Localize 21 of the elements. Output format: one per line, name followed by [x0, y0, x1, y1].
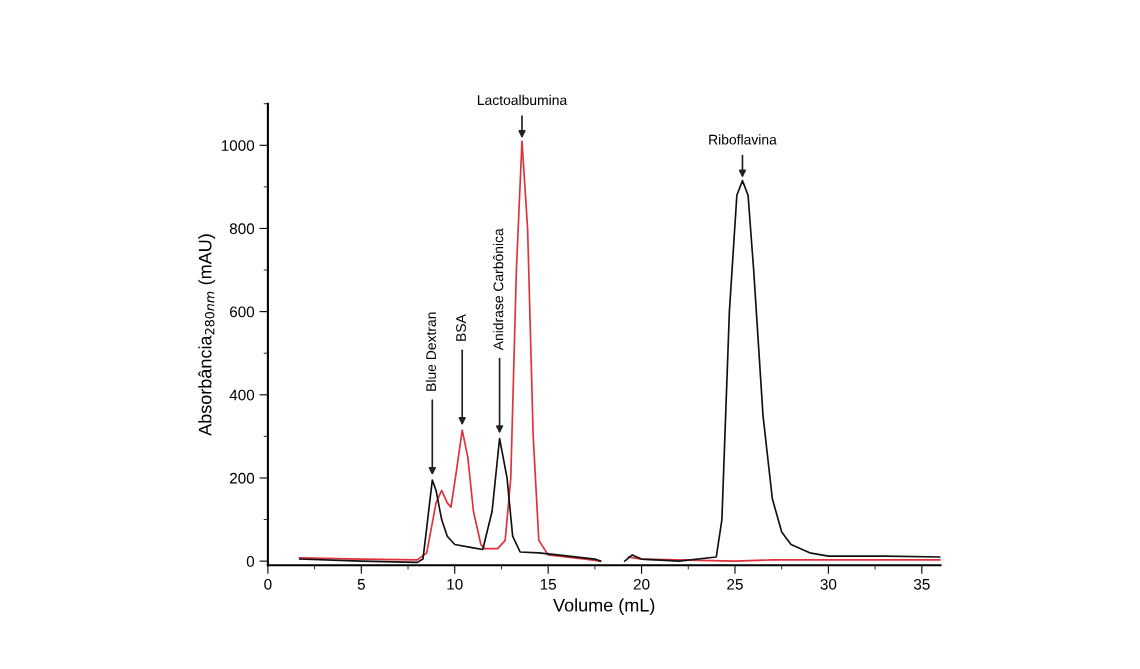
y-tick-label: 600	[229, 306, 255, 318]
y-tick-label: 400	[229, 389, 255, 401]
annotation: Anidrase Carbônica	[493, 228, 504, 351]
x-tick-label: 30	[820, 578, 837, 590]
y-tick-label: 800	[229, 223, 255, 235]
y-tick-label: 0	[246, 556, 255, 567]
x-tick-label: 35	[913, 578, 930, 590]
x-tick-label: 0	[264, 578, 272, 590]
annotation: Blue Dextran	[425, 312, 437, 391]
x-tick-label: 15	[540, 579, 557, 590]
y-tick-label: 200	[229, 472, 255, 484]
annotation: Riboflavina	[709, 134, 777, 145]
x-axis-title: Volume (mL)	[553, 598, 655, 616]
x-tick-label: 5	[357, 579, 365, 590]
annotation: Lactoalbumina	[477, 94, 568, 106]
y-axis-title: Absorbância$_{280nm}$ (mAU)	[198, 234, 216, 436]
x-tick-label: 25	[727, 578, 743, 590]
x-tick-label: 20	[633, 578, 650, 590]
y-tick-label: 1000	[221, 140, 255, 151]
x-tick-label: 10	[447, 578, 463, 590]
annotation: BSA	[456, 314, 466, 341]
